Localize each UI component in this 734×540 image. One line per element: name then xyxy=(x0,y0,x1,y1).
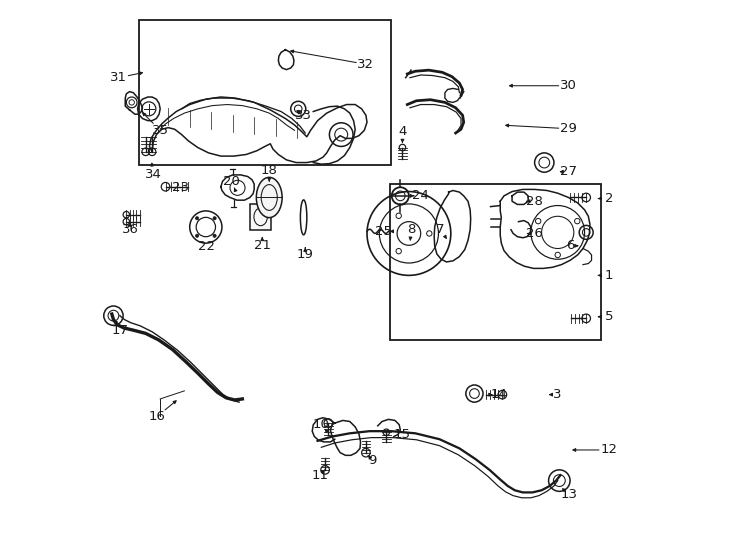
Text: 32: 32 xyxy=(357,58,374,71)
Text: 13: 13 xyxy=(561,488,578,501)
Text: 36: 36 xyxy=(122,223,139,236)
Text: 5: 5 xyxy=(605,310,613,323)
Text: 28: 28 xyxy=(526,195,543,208)
Circle shape xyxy=(213,234,217,238)
Text: 27: 27 xyxy=(560,165,577,178)
Text: 15: 15 xyxy=(393,428,410,441)
Text: 10: 10 xyxy=(313,418,330,431)
Text: 35: 35 xyxy=(152,124,169,137)
Text: 1: 1 xyxy=(605,269,613,282)
Circle shape xyxy=(213,217,217,220)
Text: 16: 16 xyxy=(149,410,166,423)
Text: 9: 9 xyxy=(368,454,377,467)
Circle shape xyxy=(195,234,199,238)
Bar xyxy=(390,184,600,340)
Text: 11: 11 xyxy=(312,469,329,482)
Text: 17: 17 xyxy=(112,323,128,336)
Text: 34: 34 xyxy=(145,168,161,181)
Text: 30: 30 xyxy=(560,79,577,92)
Text: 2: 2 xyxy=(605,192,613,205)
Text: 22: 22 xyxy=(198,240,215,253)
Text: 18: 18 xyxy=(261,164,277,177)
Text: 21: 21 xyxy=(254,239,271,252)
Text: 31: 31 xyxy=(110,71,127,84)
Text: 23: 23 xyxy=(172,181,189,194)
Text: 25: 25 xyxy=(374,225,392,238)
Text: 19: 19 xyxy=(297,248,313,261)
Text: 24: 24 xyxy=(413,190,429,202)
Text: 26: 26 xyxy=(526,227,543,240)
Text: 7: 7 xyxy=(436,223,445,236)
Text: 20: 20 xyxy=(223,175,240,188)
Text: 4: 4 xyxy=(399,125,407,138)
Text: 6: 6 xyxy=(566,239,574,252)
Text: 29: 29 xyxy=(560,122,577,135)
Text: 3: 3 xyxy=(553,388,562,401)
Circle shape xyxy=(195,217,199,220)
Text: 8: 8 xyxy=(407,223,415,236)
Text: 14: 14 xyxy=(490,388,507,401)
Ellipse shape xyxy=(256,177,282,218)
Bar xyxy=(139,20,391,165)
Bar xyxy=(250,204,272,230)
Text: 12: 12 xyxy=(600,443,617,456)
Text: 33: 33 xyxy=(295,109,312,122)
